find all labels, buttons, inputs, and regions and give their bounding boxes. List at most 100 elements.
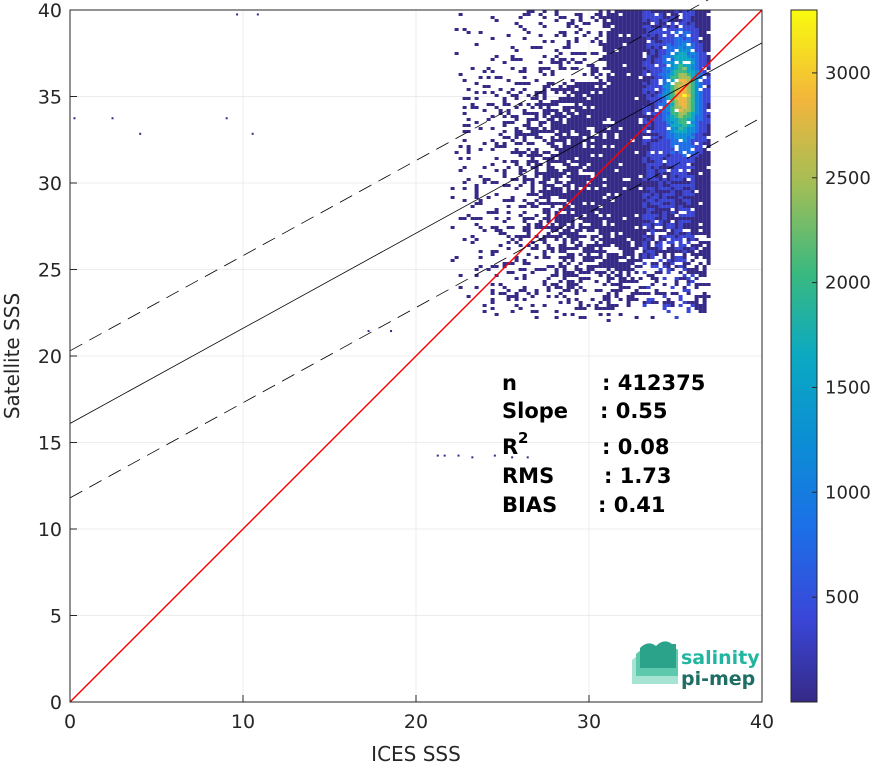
- heat-cell: [638, 115, 643, 118]
- heat-cell: [702, 253, 707, 256]
- heat-cell: [682, 301, 687, 304]
- heat-cell: [658, 172, 663, 175]
- heat-cell: [594, 127, 599, 130]
- heat-cell: [634, 145, 639, 148]
- heat-cell: [618, 286, 623, 289]
- heat-cell: [614, 214, 619, 217]
- heat-cell: [478, 265, 483, 268]
- heat-cell: [522, 109, 527, 112]
- heat-cell: [582, 58, 587, 61]
- heat-cell: [598, 253, 603, 256]
- heat-cell: [690, 19, 695, 22]
- heat-cell: [690, 235, 695, 238]
- heat-cell: [630, 133, 635, 136]
- heat-cell: [502, 175, 507, 178]
- heat-cell: [678, 229, 683, 232]
- heat-cell: [694, 256, 699, 259]
- heat-cell: [558, 247, 563, 250]
- heat-cell: [702, 160, 707, 163]
- heat-cell: [578, 61, 583, 64]
- heat-cell: [570, 91, 575, 94]
- heat-cell: [514, 160, 519, 163]
- heat-cell: [690, 163, 695, 166]
- heat-cell: [598, 103, 603, 106]
- heat-cell: [694, 196, 699, 199]
- heat-cell: [686, 283, 691, 286]
- heat-cell: [630, 238, 635, 241]
- heat-cell: [614, 100, 619, 103]
- heat-cell: [522, 226, 527, 229]
- heat-cell: [598, 88, 603, 91]
- heat-cell: [654, 187, 659, 190]
- heat-cell: [490, 58, 495, 61]
- heat-cell: [670, 229, 675, 232]
- heat-cell: [594, 196, 599, 199]
- heat-cell: [666, 193, 671, 196]
- heat-cell: [502, 160, 507, 163]
- heat-cell: [686, 16, 691, 19]
- heat-cell: [690, 133, 695, 136]
- heat-cell: [562, 223, 567, 226]
- heat-cell: [606, 22, 611, 25]
- heat-cell: [626, 157, 631, 160]
- heat-cell: [658, 181, 663, 184]
- heat-cell: [566, 118, 571, 121]
- heat-cell: [554, 112, 559, 115]
- heat-cell: [602, 58, 607, 61]
- heat-cell: [462, 187, 467, 190]
- heat-cell: [578, 178, 583, 181]
- heat-cell: [630, 88, 635, 91]
- heat-cell: [530, 142, 535, 145]
- heat-cell: [622, 202, 627, 205]
- heat-cell: [666, 115, 671, 118]
- heat-cell: [502, 61, 507, 64]
- heat-cell: [694, 22, 699, 25]
- heat-cell: [586, 217, 591, 220]
- outlier-point: [236, 13, 239, 16]
- heat-cell: [662, 283, 667, 286]
- heat-cell: [534, 79, 539, 82]
- heat-cell: [486, 103, 491, 106]
- heat-cell: [670, 34, 675, 37]
- heat-cell: [530, 304, 535, 307]
- heat-cell: [546, 244, 551, 247]
- heat-cell: [602, 187, 607, 190]
- heat-cell: [686, 25, 691, 28]
- heat-cell: [578, 136, 583, 139]
- heat-cell: [586, 94, 591, 97]
- heat-cell: [566, 208, 571, 211]
- heat-cell: [454, 256, 459, 259]
- heat-cell: [534, 244, 539, 247]
- heat-cell: [670, 37, 675, 40]
- heat-cell: [534, 163, 539, 166]
- heat-cell: [654, 154, 659, 157]
- heat-cell: [598, 97, 603, 100]
- heat-cell: [654, 193, 659, 196]
- heat-cell: [618, 37, 623, 40]
- heat-cell: [574, 298, 579, 301]
- heat-cell: [650, 94, 655, 97]
- heat-cell: [542, 103, 547, 106]
- heat-cell: [618, 67, 623, 70]
- heat-cell: [546, 199, 551, 202]
- heat-cell: [658, 100, 663, 103]
- heat-cell: [670, 286, 675, 289]
- heat-cell: [566, 85, 571, 88]
- heat-cell: [646, 196, 651, 199]
- heat-cell: [614, 226, 619, 229]
- heat-cell: [606, 196, 611, 199]
- heat-cell: [650, 16, 655, 19]
- heat-cell: [610, 202, 615, 205]
- heat-cell: [626, 136, 631, 139]
- heat-cell: [522, 82, 527, 85]
- heat-cell: [678, 130, 683, 133]
- heat-cell: [678, 109, 683, 112]
- heat-cell: [646, 250, 651, 253]
- heat-cell: [662, 277, 667, 280]
- heat-cell: [694, 199, 699, 202]
- heat-cell: [646, 286, 651, 289]
- heat-cell: [610, 19, 615, 22]
- heat-cell: [650, 88, 655, 91]
- stat-value-bias: : 0.41: [598, 493, 666, 517]
- heat-cell: [690, 268, 695, 271]
